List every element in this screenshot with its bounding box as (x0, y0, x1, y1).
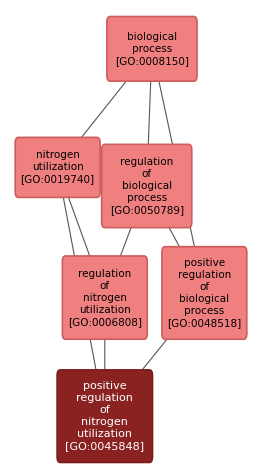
Text: biological
process
[GO:0008150]: biological process [GO:0008150] (115, 32, 189, 66)
FancyBboxPatch shape (57, 370, 152, 462)
Text: positive
regulation
of
biological
process
[GO:0048518]: positive regulation of biological proces… (167, 258, 242, 328)
Text: regulation
of
biological
process
[GO:0050789]: regulation of biological process [GO:005… (110, 157, 184, 215)
Text: nitrogen
utilization
[GO:0019740]: nitrogen utilization [GO:0019740] (21, 150, 95, 185)
FancyBboxPatch shape (102, 144, 192, 228)
Text: regulation
of
nitrogen
utilization
[GO:0006808]: regulation of nitrogen utilization [GO:0… (68, 269, 142, 326)
FancyBboxPatch shape (62, 256, 147, 339)
Text: positive
regulation
of
nitrogen
utilization
[GO:0045848]: positive regulation of nitrogen utilizat… (65, 381, 144, 451)
FancyBboxPatch shape (107, 17, 197, 81)
FancyBboxPatch shape (162, 247, 247, 339)
FancyBboxPatch shape (15, 138, 100, 198)
